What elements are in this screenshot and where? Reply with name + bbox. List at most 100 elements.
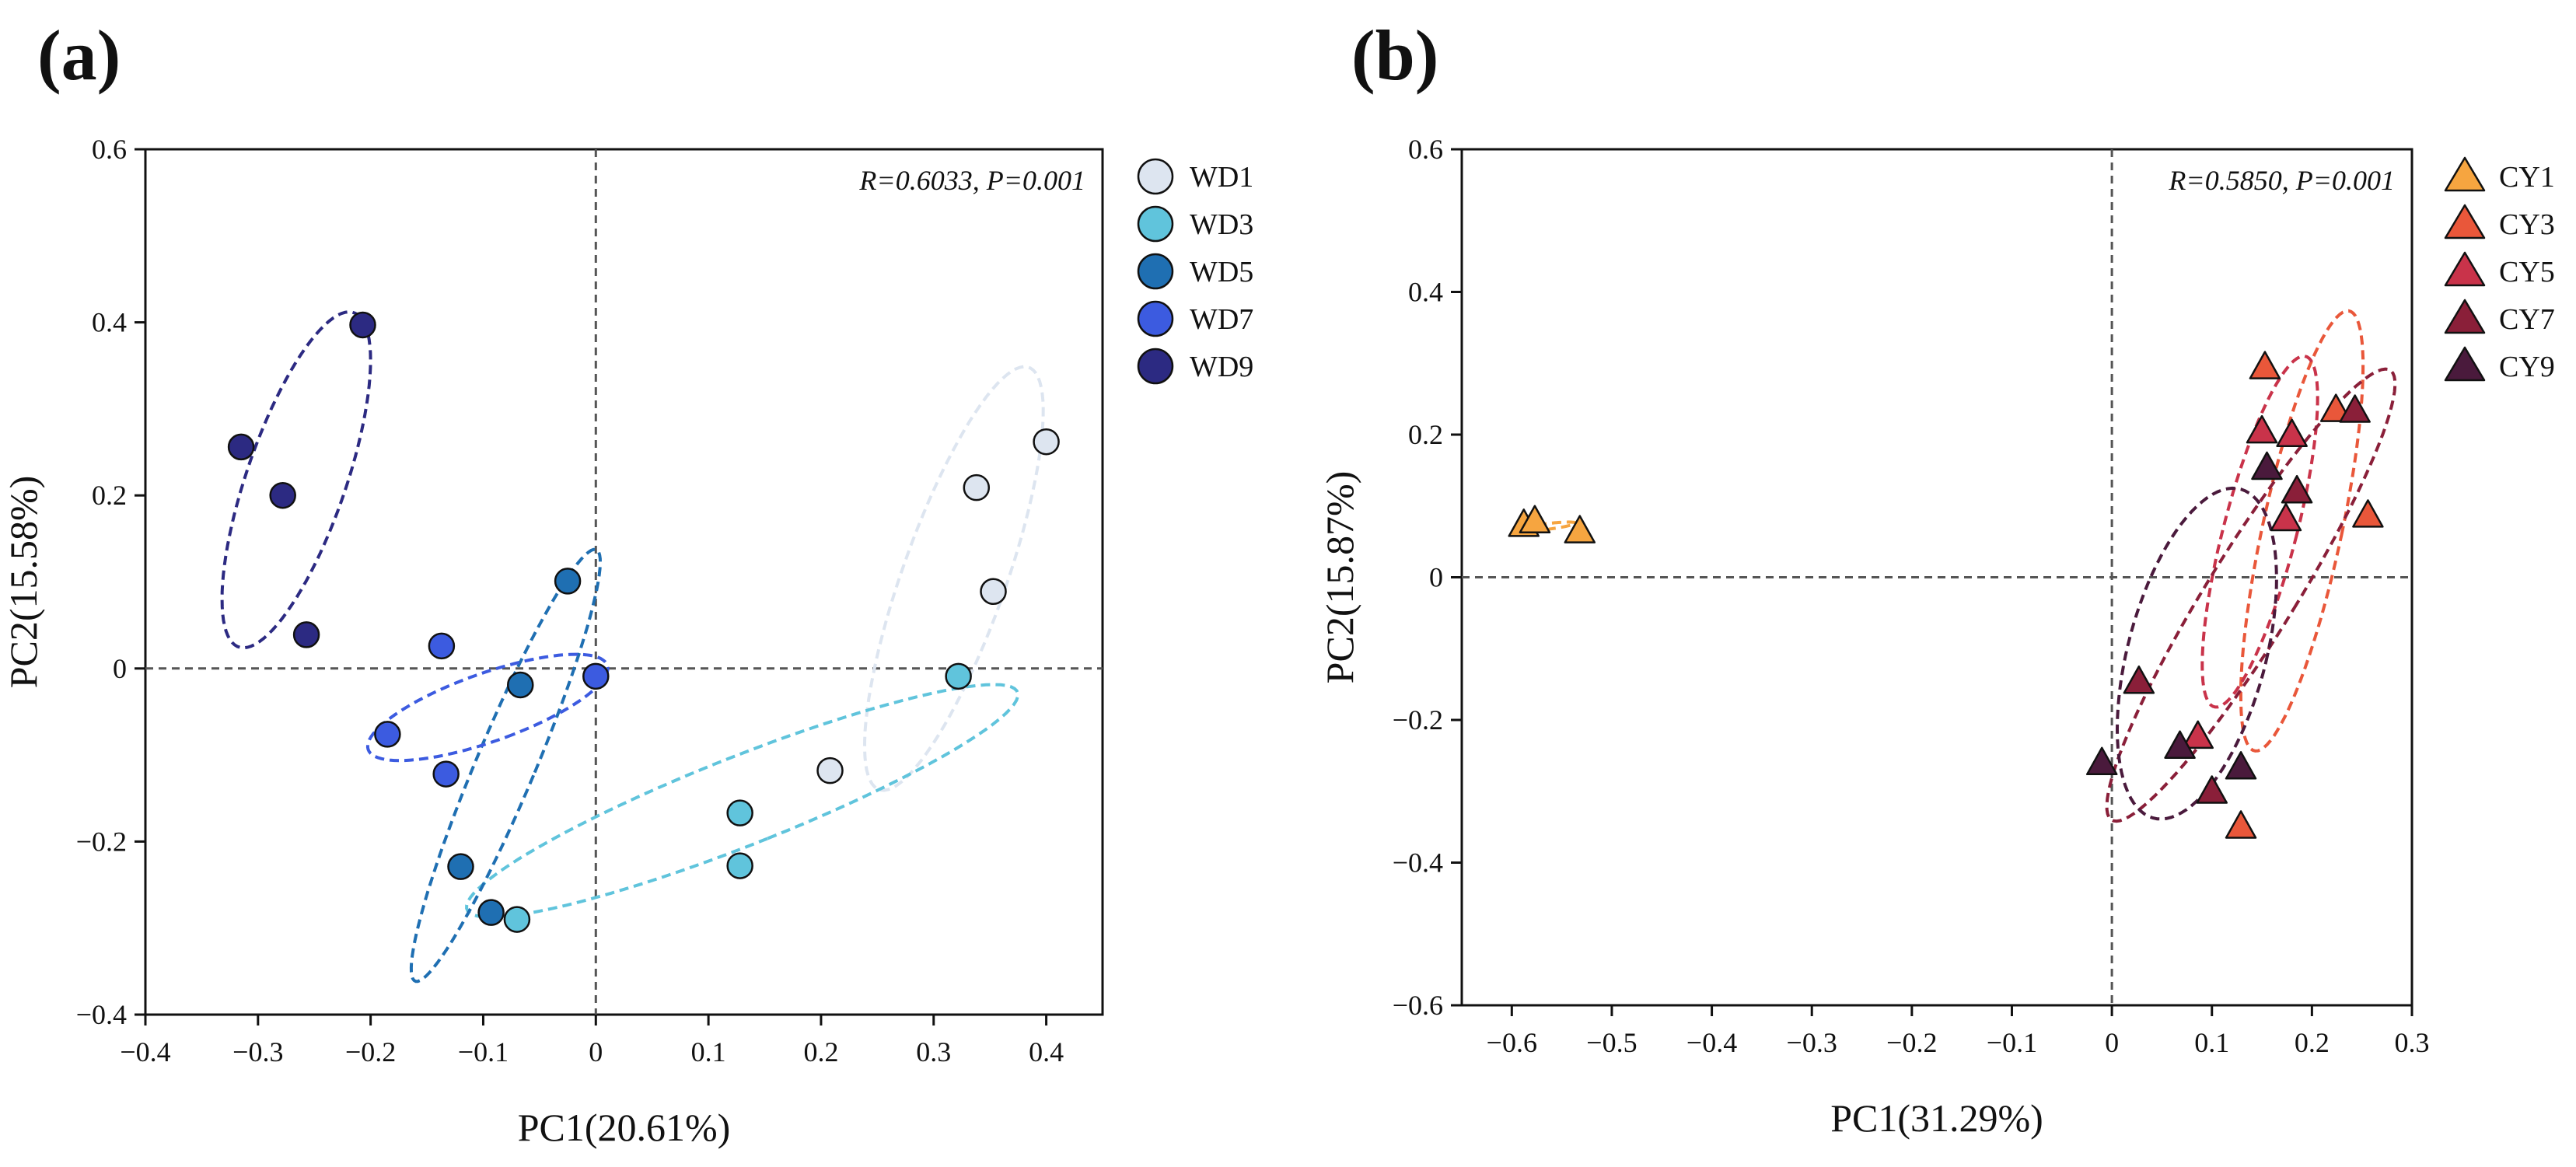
x-tick-label: −0.3 [232, 1036, 283, 1067]
y-tick-label: 0.2 [92, 480, 127, 511]
legend-marker-cy3 [2444, 204, 2486, 239]
point-wd1 [980, 578, 1007, 605]
x-tick-label: 0.4 [1029, 1036, 1064, 1067]
legend-label-cy7: CY7 [2499, 303, 2555, 336]
point-wd3 [945, 662, 972, 690]
legend: CY1 CY3 CY5 CY7 CY9 [2444, 156, 2555, 383]
point-cy3 [2249, 351, 2281, 379]
y-tick-label: 0.2 [1408, 419, 1443, 450]
legend-marker-cy9 [2444, 346, 2486, 382]
ellipse-wd5 [409, 547, 603, 984]
legend-label-wd1: WD1 [1190, 161, 1253, 194]
x-tick-label: −0.4 [1686, 1027, 1737, 1058]
y-axis-title: PC2(15.58%) [2, 476, 45, 689]
stat-annotation: R=0.6033, P=0.001 [858, 165, 1085, 196]
point-wd1 [816, 756, 844, 784]
x-tick-label: 0 [589, 1036, 603, 1067]
y-tick-label: 0.4 [1408, 277, 1443, 308]
point-cy9 [2251, 451, 2283, 480]
point-cy3 [2225, 810, 2257, 839]
point-wd1 [1033, 428, 1060, 456]
y-tick-label: −0.2 [1393, 704, 1443, 735]
x-tick-label: −0.5 [1586, 1027, 1637, 1058]
ellipse-cy3 [2239, 309, 2365, 753]
y-tick-label: −0.2 [76, 826, 127, 857]
x-tick-label: 0.3 [2395, 1027, 2430, 1058]
point-cy9 [2085, 746, 2118, 776]
x-tick-label: 0.1 [691, 1036, 726, 1067]
y-tick-label: 0.4 [92, 307, 127, 338]
point-wd5 [554, 568, 582, 595]
x-tick-label: −0.2 [1886, 1027, 1937, 1058]
x-tick-label: −0.6 [1487, 1027, 1537, 1058]
y-tick-label: −0.4 [1393, 847, 1443, 879]
chart-panel-b: −0.6 −0.5 −0.4 −0.3 −0.2 −0.1 0 0.1 0.2 0.3 −0.6 −0… [1318, 134, 2555, 1140]
y-tick-label: −0.4 [76, 999, 127, 1030]
x-tick-label: 0.2 [2295, 1027, 2330, 1058]
y-tick-label: 0 [113, 653, 127, 684]
point-wd9 [227, 433, 255, 461]
ellipse-wd9 [220, 310, 372, 650]
point-cy9 [2164, 730, 2196, 759]
legend-marker-cy5 [2444, 251, 2486, 287]
point-wd5 [477, 899, 505, 926]
point-cy1 [1519, 505, 1551, 534]
x-tick-label: −0.1 [1987, 1027, 2037, 1058]
point-wd3 [503, 906, 531, 933]
ellipse-cy7 [2105, 367, 2397, 823]
point-wd3 [726, 799, 753, 826]
ellipse-cy5 [2200, 355, 2319, 709]
x-tick-label: −0.1 [458, 1036, 509, 1067]
point-wd7 [374, 721, 401, 748]
point-cy5 [2182, 720, 2214, 749]
y-tick-label: 0 [1429, 562, 1443, 593]
legend-marker-wd1 [1137, 158, 1174, 195]
point-cy7 [2339, 394, 2371, 423]
legend-label-cy9: CY9 [2499, 351, 2555, 383]
point-wd7 [582, 662, 610, 690]
legend-marker-cy7 [2444, 299, 2486, 334]
point-cy3 [2352, 499, 2384, 528]
x-tick-label: −0.3 [1787, 1027, 1837, 1058]
legend-label-cy3: CY3 [2499, 208, 2555, 241]
point-cy7 [2281, 474, 2313, 504]
legend-marker-wd3 [1137, 205, 1174, 243]
legend-marker-wd7 [1137, 300, 1174, 337]
x-axis-title: PC1(20.61%) [518, 1106, 731, 1149]
legend-label-wd9: WD9 [1190, 351, 1253, 383]
x-tick-label: 0.3 [916, 1036, 951, 1067]
y-axis-title: PC2(15.87%) [1318, 471, 1361, 684]
ellipse-wd1 [862, 365, 1045, 792]
point-wd9 [269, 481, 296, 509]
plot-frame [144, 148, 1104, 1016]
x-axis-title: PC1(31.29%) [1830, 1096, 2043, 1140]
x-tick-label: −0.4 [120, 1036, 170, 1067]
point-wd7 [432, 760, 460, 788]
x-tick-label: 0.2 [803, 1036, 838, 1067]
x-tick-label: −0.2 [345, 1036, 396, 1067]
point-cy5 [2276, 418, 2308, 448]
legend-label-wd5: WD5 [1190, 256, 1253, 288]
legend-marker-wd9 [1137, 348, 1174, 385]
point-cy5 [2270, 502, 2302, 532]
y-tick-label: 0.6 [92, 134, 127, 165]
legend-label-wd3: WD3 [1190, 208, 1253, 241]
x-tick-label: 0 [2105, 1027, 2119, 1058]
chart-panel-a: −0.4 −0.3 −0.2 −0.1 0 0.1 0.2 0.3 0.4 −0.4 −0.2 0 0.… [2, 134, 1253, 1149]
point-cy7 [2196, 775, 2228, 804]
point-wd9 [349, 311, 376, 339]
y-tick-label: −0.6 [1393, 990, 1443, 1021]
panel-a-label: (a) [37, 16, 121, 95]
stat-annotation: R=0.5850, P=0.001 [2168, 165, 2395, 196]
legend: WD1 WD3 WD5 WD7 WD9 [1137, 158, 1253, 385]
legend-label-cy5: CY5 [2499, 256, 2555, 288]
point-wd3 [726, 852, 753, 879]
point-wd5 [447, 853, 474, 880]
legend-marker-wd5 [1137, 253, 1174, 290]
point-wd9 [292, 621, 320, 648]
ellipse-cy9 [2115, 486, 2278, 821]
point-cy7 [2123, 665, 2155, 694]
point-cy1 [1564, 515, 1596, 543]
y-tick-label: 0.6 [1408, 134, 1443, 165]
